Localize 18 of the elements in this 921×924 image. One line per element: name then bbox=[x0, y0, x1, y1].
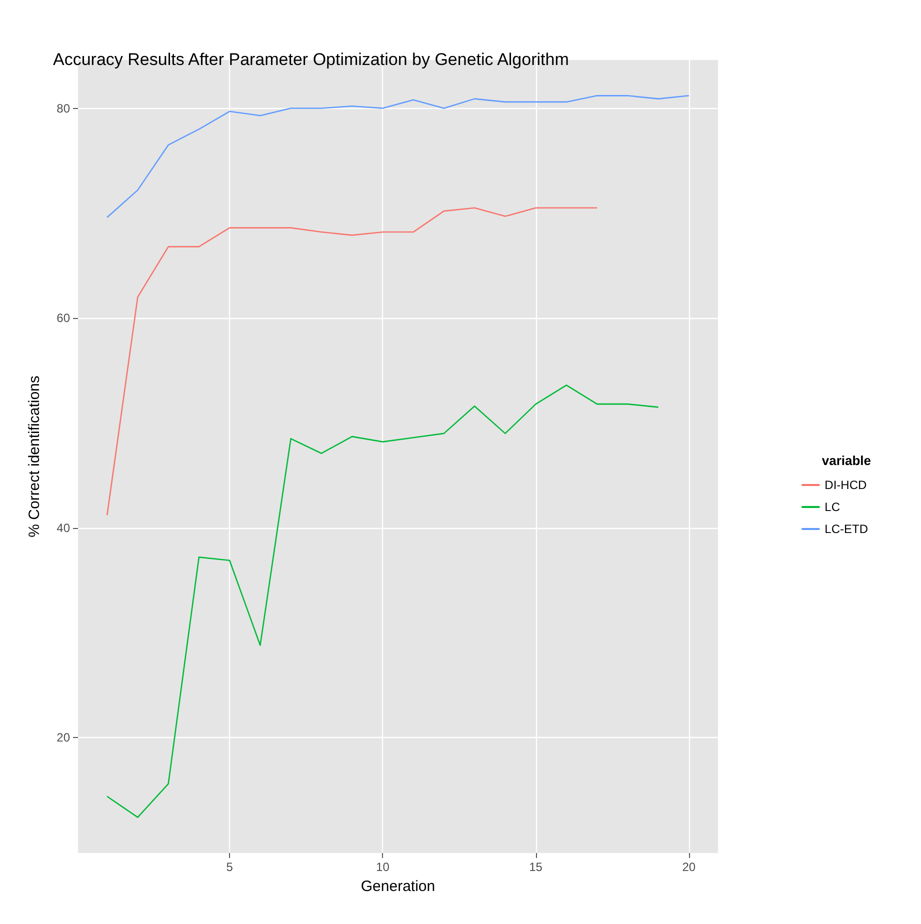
legend-label: LC-ETD bbox=[824, 522, 868, 536]
x-axis-title: Generation bbox=[360, 878, 436, 895]
y-tick-label: 60 bbox=[56, 311, 70, 326]
line-series bbox=[106, 384, 659, 818]
y-axis-title: % Correct identifications bbox=[26, 376, 43, 538]
y-tick-label: 80 bbox=[56, 101, 70, 116]
legend-label: LC bbox=[824, 500, 840, 514]
x-tick-label: 20 bbox=[682, 860, 696, 874]
x-tick-label: 5 bbox=[226, 860, 234, 874]
chart-title: Accuracy Results After Parameter Optimization by Genetic Algorithm bbox=[53, 50, 569, 69]
x-tick-label: 10 bbox=[376, 860, 390, 874]
legend-title: variable bbox=[822, 453, 872, 468]
legend-label: DI-HCD bbox=[824, 478, 867, 492]
x-tick-label: 15 bbox=[529, 860, 543, 874]
y-tick-label: 20 bbox=[56, 730, 70, 745]
line-series bbox=[106, 207, 598, 516]
y-tick-label: 40 bbox=[56, 520, 70, 535]
line-series bbox=[106, 95, 690, 218]
